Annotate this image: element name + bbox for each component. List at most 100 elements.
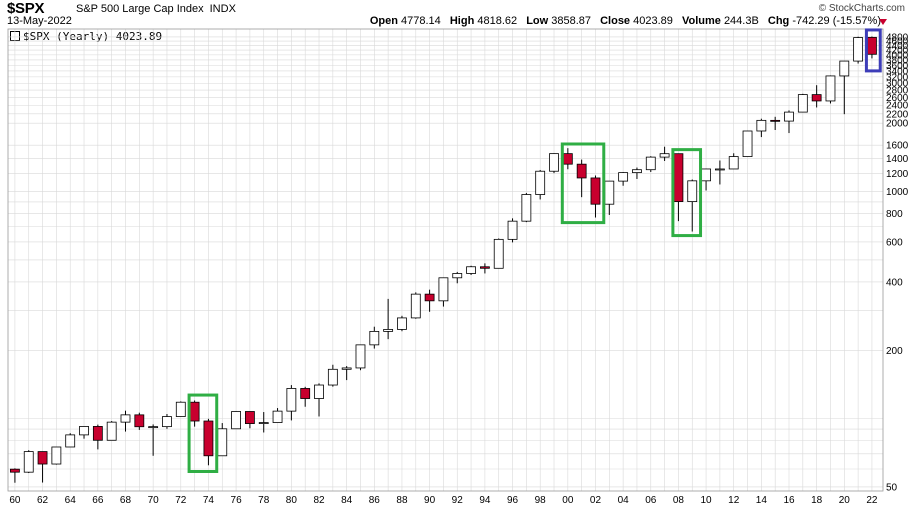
candle-body: [549, 153, 559, 172]
candle-body: [618, 172, 629, 182]
y-tick-label: 1400: [886, 154, 909, 165]
x-tick-label: 02: [590, 495, 602, 506]
stockcharts-credit[interactable]: © StockCharts.com: [818, 3, 905, 14]
candle-body: [189, 401, 200, 422]
candle-body: [314, 384, 324, 399]
candle-body: [742, 130, 753, 157]
candle-body: [203, 420, 214, 457]
y-tick-label: 4400: [886, 41, 909, 52]
candle-body: [162, 416, 172, 428]
candle-body: [687, 180, 698, 202]
candle-body: [134, 414, 145, 428]
candle-body: [632, 169, 642, 174]
y-tick-label: 200: [886, 346, 903, 357]
close-value: 4023.89: [633, 15, 673, 27]
candle-body: [148, 426, 159, 429]
candle-body: [604, 180, 615, 205]
candle-body: [728, 156, 739, 170]
high-label: High: [449, 15, 475, 27]
candle-body: [590, 177, 601, 205]
candle-body: [37, 451, 48, 465]
x-tick-label: 22: [866, 495, 878, 506]
candle-body: [92, 426, 103, 441]
open-value: 4778.14: [401, 15, 441, 27]
candle-body: [535, 170, 546, 195]
candle-body: [466, 266, 476, 274]
x-tick-label: 94: [479, 495, 491, 506]
candle-body: [327, 368, 338, 386]
candle-body: [770, 119, 781, 122]
candle-body: [286, 388, 297, 412]
candle-body: [493, 238, 504, 269]
x-tick-label: 64: [65, 495, 77, 506]
x-tick-label: 88: [396, 495, 408, 506]
candle-body: [839, 60, 850, 77]
candle-body: [65, 434, 76, 448]
candle-body: [479, 266, 490, 269]
x-tick-label: 90: [424, 495, 436, 506]
candle-body: [576, 163, 587, 179]
y-tick-label: 4200: [886, 46, 909, 57]
down-triangle-icon: [879, 19, 887, 25]
index-name-text: S&P 500 Large Cap Index: [76, 3, 204, 15]
candle-body: [562, 153, 573, 165]
y-tick-label: 800: [886, 209, 903, 220]
chg-value: -742.29 (-15.57%): [792, 15, 881, 27]
x-tick-label: 60: [9, 495, 21, 506]
x-tick-label: 92: [452, 495, 464, 506]
candle-body: [797, 94, 808, 113]
y-tick-label: 4800: [886, 32, 909, 43]
candle-body: [79, 426, 89, 436]
candle-body: [701, 168, 711, 182]
x-tick-label: 16: [783, 495, 795, 506]
candle-body: [521, 194, 532, 222]
y-tick-label: 1200: [886, 169, 909, 180]
candle-body: [383, 329, 394, 332]
highlight-box: [671, 148, 703, 238]
candle-body: [120, 414, 131, 423]
candle-body: [784, 111, 794, 122]
x-tick-label: 76: [231, 495, 243, 506]
highlight-box: [187, 393, 219, 473]
low-label: Low: [526, 15, 549, 27]
y-tick-label: 3600: [886, 61, 909, 72]
candle-body: [217, 428, 228, 457]
candle-body: [369, 330, 380, 346]
y-tick-label: 2400: [886, 101, 909, 112]
candle-body: [231, 411, 241, 430]
candle-body: [397, 317, 407, 330]
y-tick-label: 400: [886, 277, 903, 288]
x-tick-label: 84: [341, 495, 353, 506]
x-tick-label: 82: [313, 495, 325, 506]
y-tick-label: 3200: [886, 72, 909, 83]
x-tick-label: 72: [175, 495, 187, 506]
candle-body: [507, 220, 518, 240]
candle-body: [867, 36, 877, 55]
candle-body: [645, 156, 656, 171]
candle-body: [245, 411, 255, 424]
legend-text: $SPX (Yearly) 4023.89: [23, 30, 163, 43]
high-value: 4818.62: [477, 15, 518, 27]
x-tick-label: 08: [673, 495, 685, 506]
x-tick-label: 06: [645, 495, 657, 506]
x-tick-label: 96: [507, 495, 519, 506]
y-tick-label: 4600: [886, 37, 909, 48]
x-tick-label: 80: [286, 495, 298, 506]
highlight-box: [560, 142, 606, 225]
y-tick-label: 2000: [886, 119, 909, 130]
x-tick-label: 18: [811, 495, 823, 506]
candle-body: [300, 388, 311, 399]
x-tick-label: 00: [562, 495, 574, 506]
y-tick-label: 2800: [886, 86, 909, 97]
ohlc-summary: Open 4778.14 High 4818.62 Low 3858.87 Cl…: [364, 15, 881, 27]
x-tick-label: 86: [369, 495, 381, 506]
candle-body: [424, 293, 435, 302]
x-tick-label: 66: [92, 495, 104, 506]
plot-border: [7, 28, 884, 492]
candle-body: [23, 451, 34, 473]
chg-label: Chg: [767, 15, 790, 27]
candle-body: [175, 401, 186, 417]
y-tick-label: 4000: [886, 50, 909, 61]
candle-body: [756, 119, 767, 132]
